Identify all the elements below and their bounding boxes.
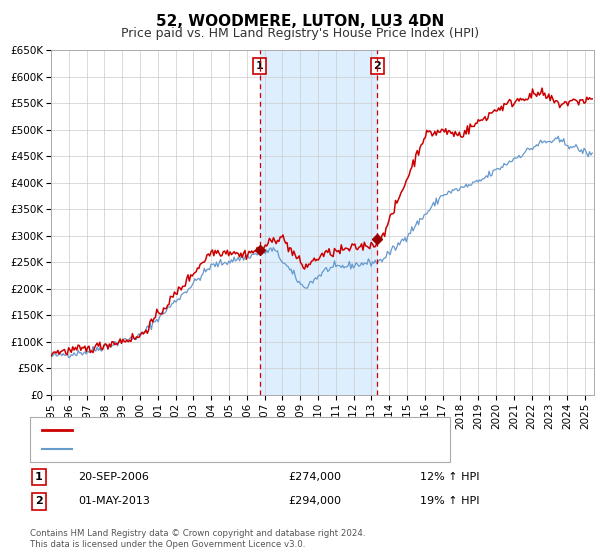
Text: 1: 1 (256, 61, 263, 71)
Text: This data is licensed under the Open Government Licence v3.0.: This data is licensed under the Open Gov… (30, 540, 305, 549)
Text: 52, WOODMERE, LUTON, LU3 4DN: 52, WOODMERE, LUTON, LU3 4DN (156, 14, 444, 29)
Text: £274,000: £274,000 (288, 472, 341, 482)
Text: 01-MAY-2013: 01-MAY-2013 (78, 496, 150, 506)
Bar (260, 50, 377, 395)
Text: Price paid vs. HM Land Registry's House Price Index (HPI): Price paid vs. HM Land Registry's House … (121, 27, 479, 40)
Text: 20-SEP-2006: 20-SEP-2006 (78, 472, 149, 482)
Text: 2: 2 (373, 61, 381, 71)
Text: 2: 2 (35, 496, 43, 506)
Text: HPI: Average price, detached house, Luton: HPI: Average price, detached house, Luto… (78, 445, 316, 455)
Text: £294,000: £294,000 (288, 496, 341, 506)
Text: 19% ↑ HPI: 19% ↑ HPI (420, 496, 479, 506)
Text: 52, WOODMERE, LUTON, LU3 4DN (detached house): 52, WOODMERE, LUTON, LU3 4DN (detached h… (78, 424, 370, 435)
Text: 1: 1 (35, 472, 43, 482)
Text: Contains HM Land Registry data © Crown copyright and database right 2024.: Contains HM Land Registry data © Crown c… (30, 529, 365, 538)
Text: 12% ↑ HPI: 12% ↑ HPI (420, 472, 479, 482)
